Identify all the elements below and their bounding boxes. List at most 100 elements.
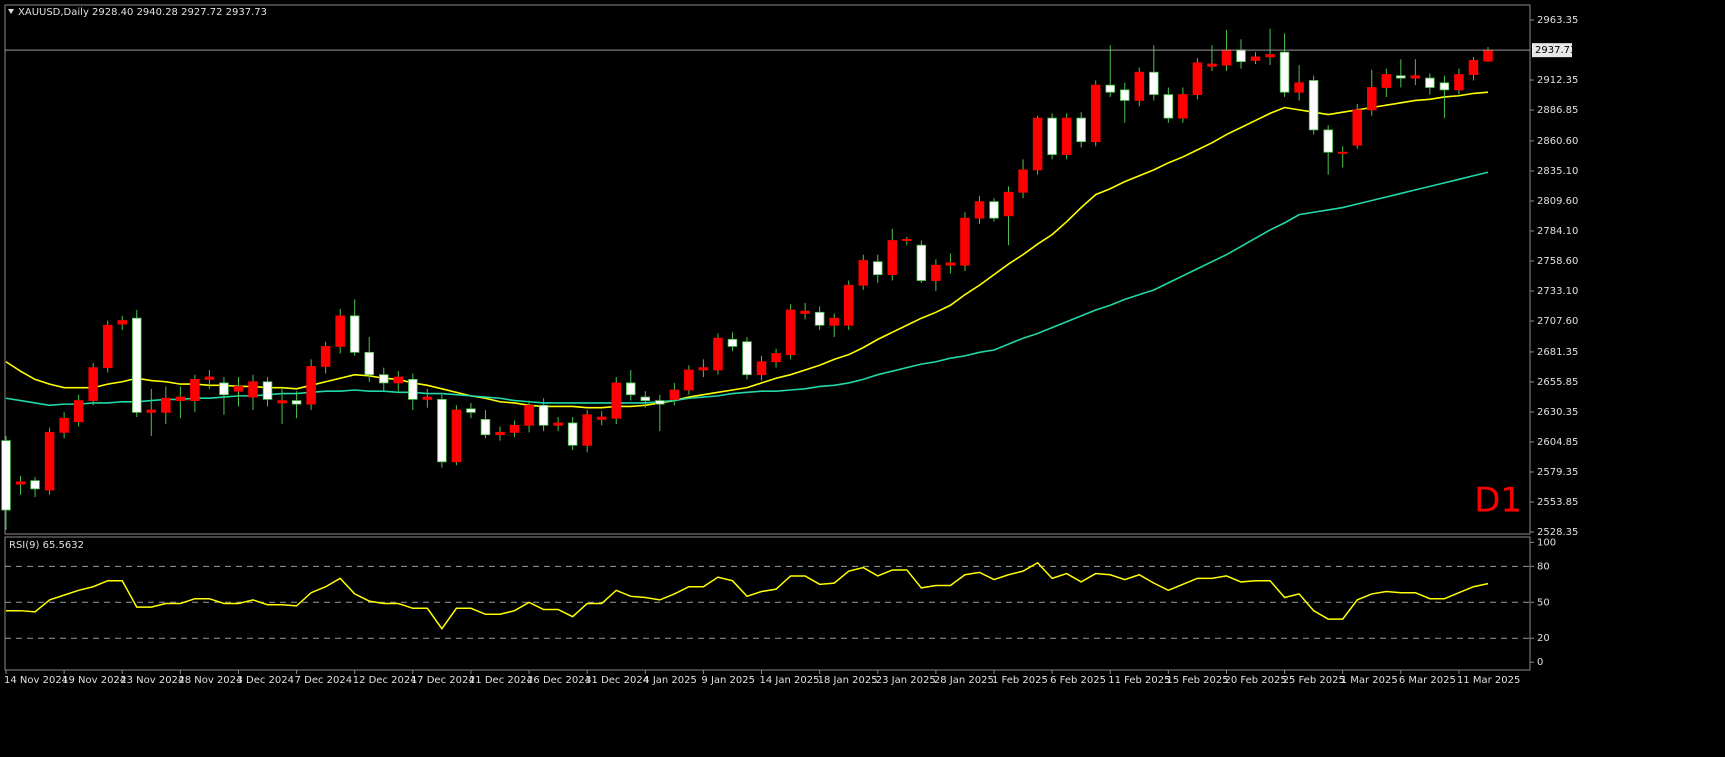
candle-body <box>626 382 636 396</box>
candle-body <box>858 260 868 286</box>
candle-body <box>1120 89 1130 101</box>
candle-body <box>814 311 825 326</box>
candle-body <box>713 337 723 371</box>
x-tick-label: 12 Dec 2024 <box>353 675 417 686</box>
candle-body <box>916 244 927 281</box>
candle-body <box>785 309 796 356</box>
x-tick-label: 3 Dec 2024 <box>236 675 294 686</box>
candle-body <box>1134 71 1145 101</box>
candle-body <box>117 320 127 325</box>
y-tick-label: 2630.35 <box>1537 407 1578 418</box>
candle-body <box>88 367 98 401</box>
x-tick-label: 28 Jan 2025 <box>934 675 994 686</box>
candle-body <box>1381 74 1392 88</box>
y-tick-label: 2963.35 <box>1537 15 1578 26</box>
candle-body <box>1265 54 1275 58</box>
candle-body <box>1250 56 1261 61</box>
menu-triangle <box>8 9 14 14</box>
x-tick-label: 18 Jan 2025 <box>818 675 878 686</box>
main-panel-frame <box>4 4 1531 535</box>
candle-body <box>1468 60 1479 75</box>
candle-body <box>248 381 258 398</box>
x-tick-label: 19 Nov 2024 <box>62 675 126 686</box>
y-tick-label: 2784.10 <box>1537 226 1578 237</box>
candle-body <box>1061 117 1072 155</box>
candle-body <box>567 422 578 446</box>
x-tick-label: 11 Feb 2025 <box>1108 675 1170 686</box>
candle-body <box>698 367 709 371</box>
candle-body <box>742 341 752 376</box>
candle-body <box>233 386 244 392</box>
x-tick-label: 17 Dec 2024 <box>411 675 475 686</box>
candle-body <box>306 366 316 405</box>
x-tick-label: 9 Jan 2025 <box>701 675 755 686</box>
candle-body <box>364 351 374 376</box>
x-tick-label: 11 Mar 2025 <box>1457 675 1520 686</box>
candle-body <box>611 382 621 419</box>
candle-body <box>538 404 549 426</box>
y-tick-label: 50 <box>1537 597 1550 608</box>
candle-body <box>451 409 462 463</box>
candle-body <box>960 217 970 266</box>
candle-body <box>974 201 985 219</box>
candle-body <box>393 376 404 384</box>
candle-body <box>1003 191 1014 217</box>
y-tick-label: 2835.10 <box>1537 166 1578 177</box>
candle-body <box>1279 51 1290 93</box>
rsi-panel-frame <box>4 536 1531 671</box>
candle-body <box>1 440 11 511</box>
y-tick-label: 2681.35 <box>1537 347 1578 358</box>
candle-body <box>1047 117 1057 155</box>
candle-body <box>684 369 694 391</box>
candle-body <box>887 240 898 276</box>
y-tick-label: 20 <box>1537 633 1550 644</box>
y-tick-label: 2886.85 <box>1537 105 1578 116</box>
y-tick-label: 0 <box>1537 657 1543 668</box>
candle-body <box>437 399 447 463</box>
candle-body <box>1236 49 1246 63</box>
x-tick-label: 15 Feb 2025 <box>1166 675 1228 686</box>
y-tick-label: 2604.85 <box>1537 437 1578 448</box>
candle-body <box>596 416 607 420</box>
candle-body <box>1439 82 1450 91</box>
x-tick-label: 31 Dec 2024 <box>585 675 649 686</box>
candle-body <box>1018 169 1028 193</box>
candle-body <box>1352 109 1362 146</box>
candle-body <box>1323 129 1333 153</box>
candle-body <box>161 397 171 413</box>
candle-body <box>1105 84 1115 93</box>
y-tick-label: 2860.60 <box>1537 136 1578 147</box>
candle-body <box>1410 75 1421 79</box>
candle-body <box>102 324 113 369</box>
candle-body <box>132 317 142 413</box>
x-tick-label: 21 Dec 2024 <box>469 675 533 686</box>
candle-body <box>640 396 651 401</box>
y-tick-label: 2655.85 <box>1537 377 1578 388</box>
y-tick-label: 2553.85 <box>1537 497 1578 508</box>
candle-body <box>1337 151 1348 154</box>
current-price-label: 2937.73 <box>1535 45 1576 56</box>
x-tick-label: 1 Mar 2025 <box>1341 675 1398 686</box>
candle-body <box>190 379 200 401</box>
candle-body <box>989 201 999 219</box>
candle-body <box>800 310 810 314</box>
candle-body <box>843 284 854 326</box>
candle-body <box>466 408 476 413</box>
candle-body <box>320 346 331 367</box>
x-tick-label: 20 Feb 2025 <box>1224 675 1286 686</box>
candle-body <box>291 400 302 405</box>
x-tick-label: 23 Nov 2024 <box>120 675 184 686</box>
y-tick-label: 2707.60 <box>1537 316 1578 327</box>
candle-body <box>379 374 389 384</box>
candle-body <box>1221 49 1232 66</box>
candle-body <box>480 419 491 436</box>
symbol-title: XAUUSD,Daily 2928.40 2940.28 2927.72 293… <box>18 7 267 18</box>
candle-body <box>408 379 418 400</box>
candle-body <box>727 338 738 347</box>
candle-body <box>669 389 680 400</box>
x-tick-label: 6 Feb 2025 <box>1050 675 1106 686</box>
candle-body <box>829 317 839 326</box>
candle-body <box>1367 87 1377 111</box>
